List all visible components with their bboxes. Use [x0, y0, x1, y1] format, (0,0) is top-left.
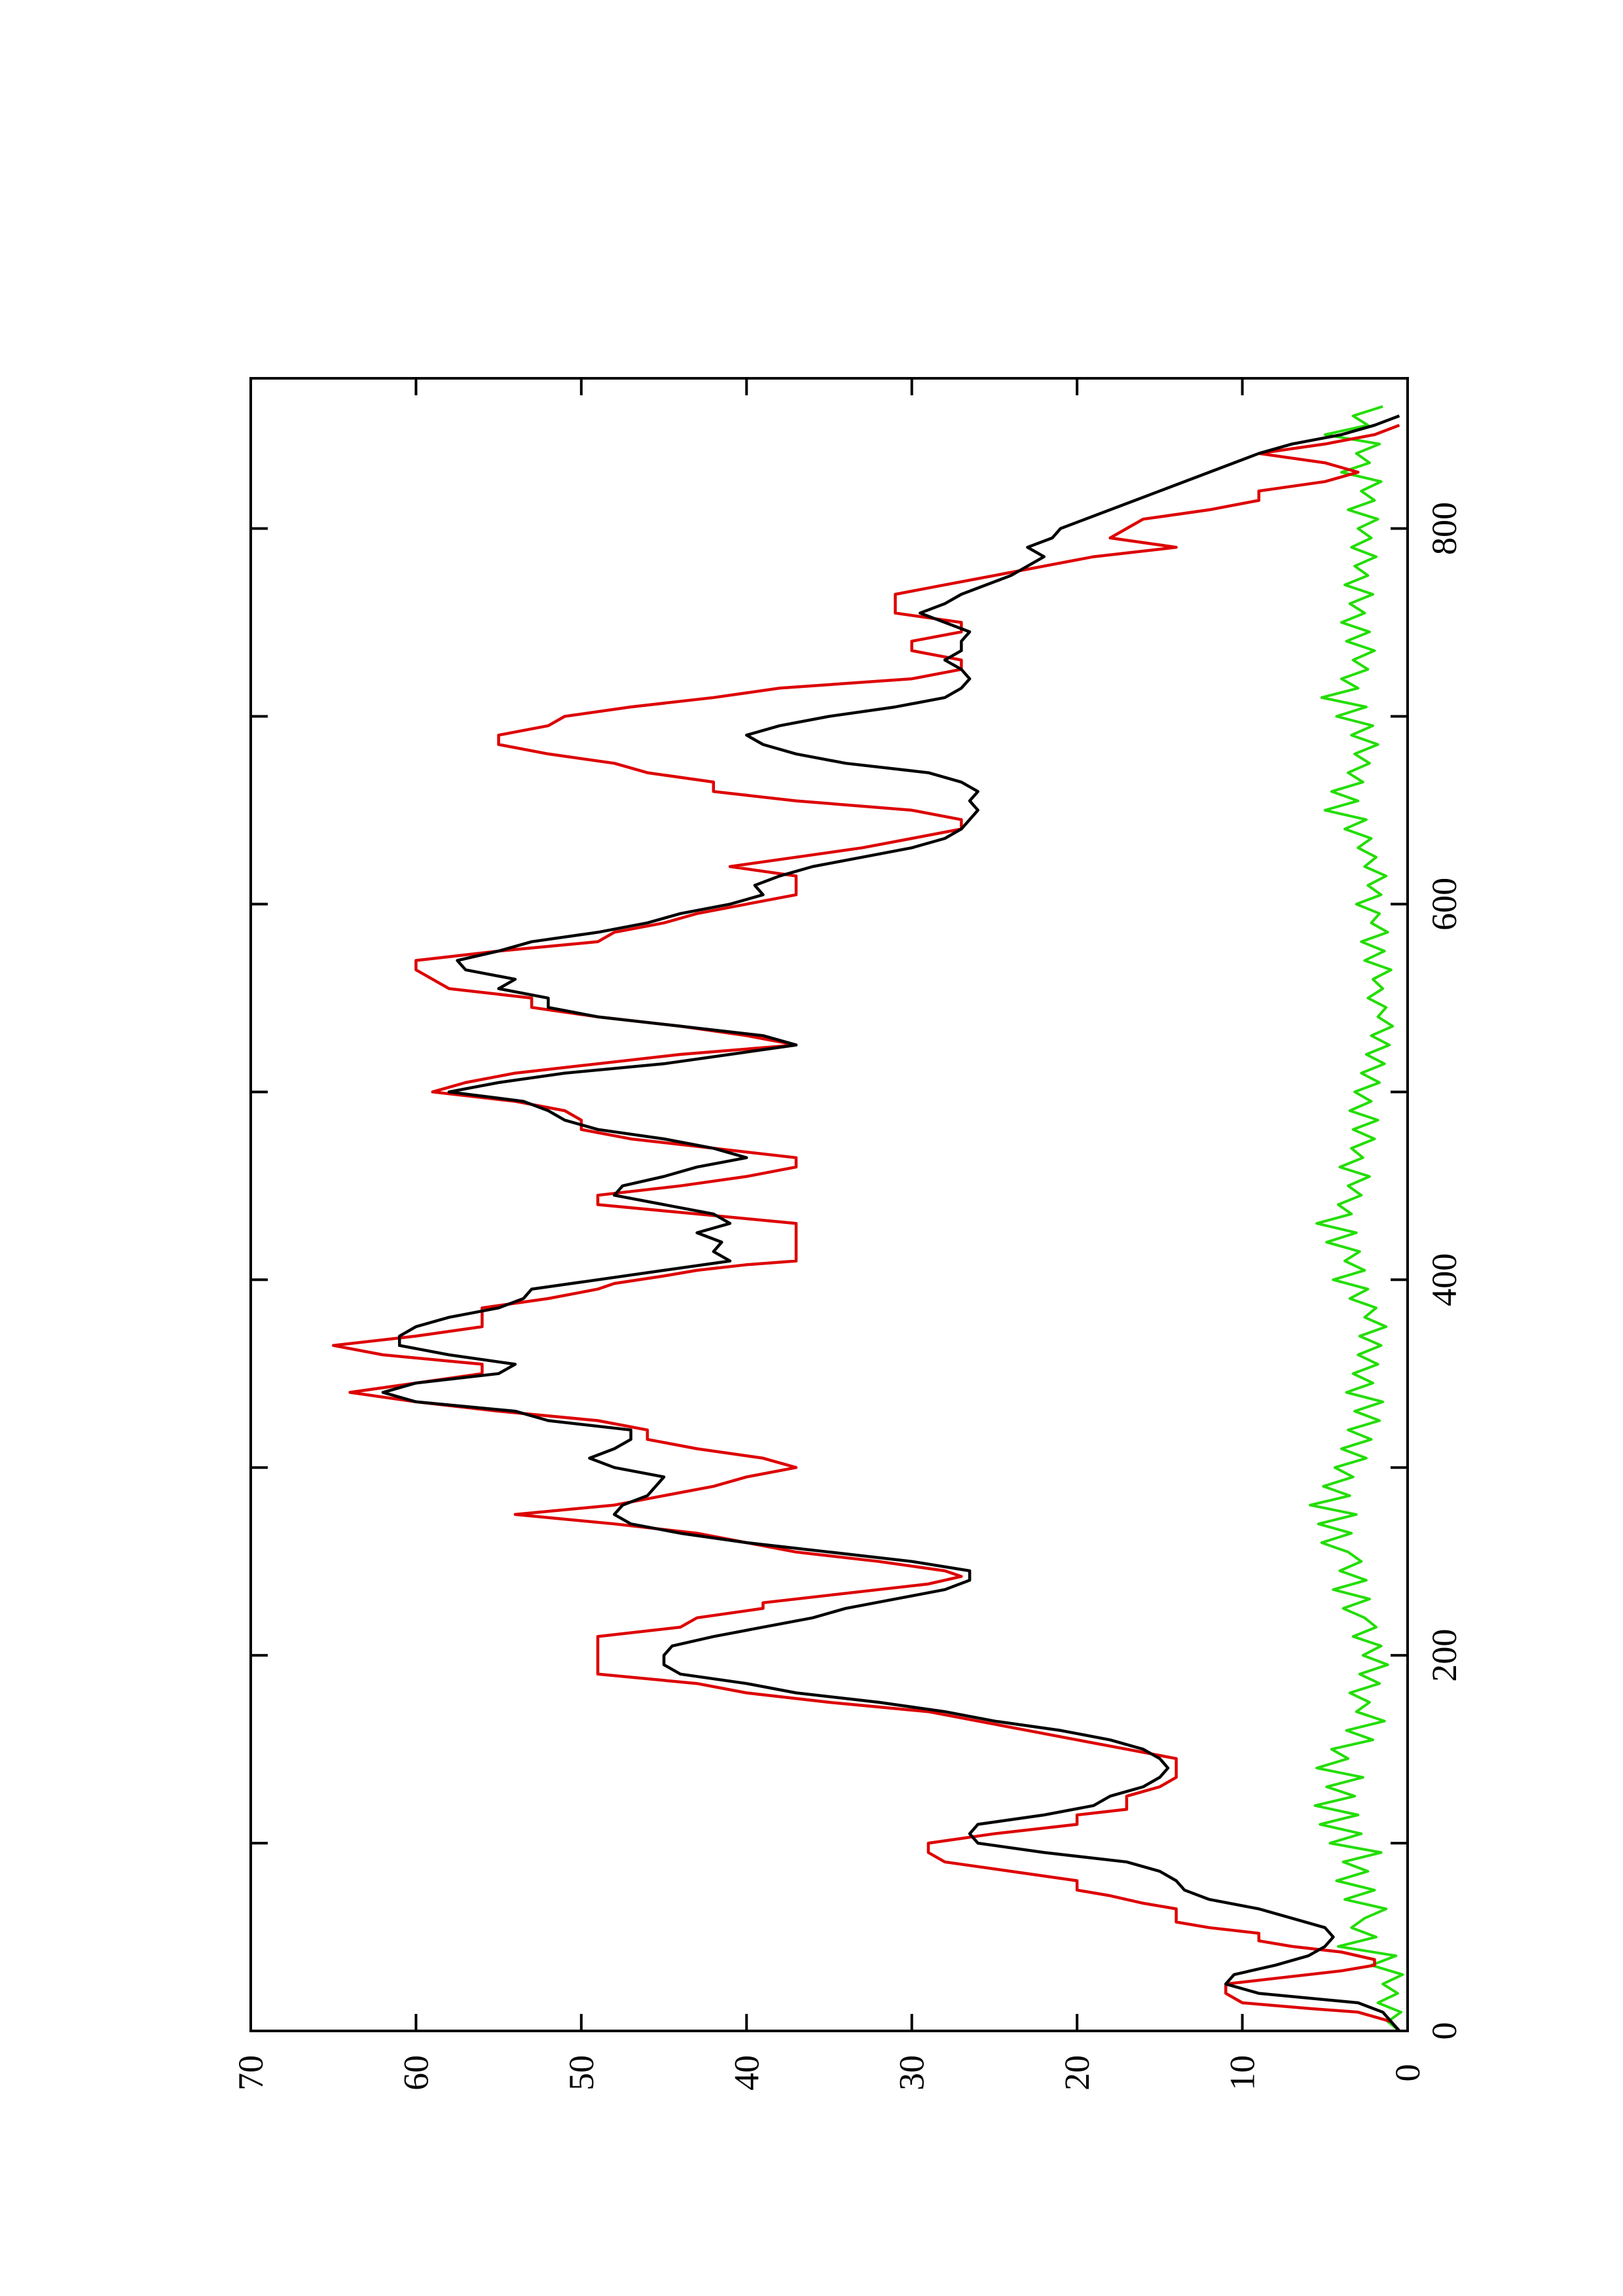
- plot-frame: [249, 377, 1409, 2032]
- y-tick-label-20: 20: [1057, 2055, 1097, 2090]
- x-axis-ticks: [251, 527, 1408, 2032]
- y-tick-label-60: 60: [396, 2055, 435, 2090]
- x-tick-label-400: 400: [1425, 1253, 1464, 1306]
- series-layer: [331, 405, 1404, 2032]
- x-tick-label-600: 600: [1425, 878, 1464, 931]
- y-tick-label-30: 30: [892, 2055, 932, 2090]
- y-axis-tick-labels: 0 10 20 30 40 50 60 70: [231, 2055, 1427, 2090]
- x-axis-tick-labels: 0 200 400 600 800: [1425, 502, 1464, 2039]
- x-tick-label-0: 0: [1425, 2022, 1464, 2040]
- black-series-line: [381, 414, 1401, 2032]
- y-axis-ticks: [249, 378, 1409, 2031]
- red-series-line: [331, 423, 1401, 2032]
- y-tick-label-10: 10: [1223, 2055, 1262, 2090]
- y-tick-label-50: 50: [562, 2055, 601, 2090]
- x-tick-label-200: 200: [1425, 1629, 1464, 1682]
- green-series-line: [1309, 405, 1404, 2032]
- y-tick-label-40: 40: [727, 2055, 766, 2090]
- y-tick-label-0: 0: [1388, 2064, 1427, 2082]
- x-tick-label-800: 800: [1425, 502, 1464, 555]
- y-tick-label-70: 70: [231, 2055, 270, 2090]
